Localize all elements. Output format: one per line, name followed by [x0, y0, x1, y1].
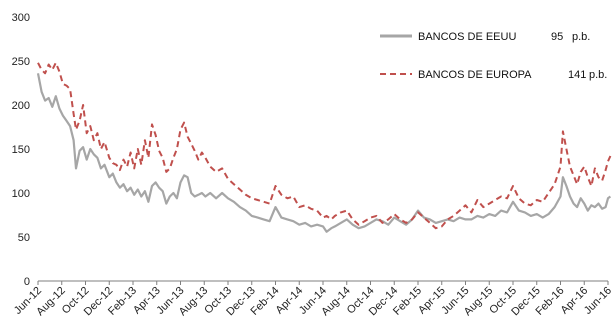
- y-tick-label: 150: [12, 144, 30, 156]
- legend-value-eeuu: 95: [551, 31, 563, 43]
- legend: BANCOS DE EEUU 95 p.b. BANCOS DE EUROPA …: [380, 31, 607, 81]
- y-axis: 0 50 100 150 200 250 300: [12, 12, 30, 288]
- legend-unit-europa: p.b.: [589, 69, 607, 81]
- legend-unit-eeuu: p.b.: [572, 31, 590, 43]
- legend-label-eeuu: BANCOS DE EEUU: [418, 31, 516, 43]
- series-line-europa: [37, 61, 612, 230]
- legend-label-europa: BANCOS DE EUROPA: [418, 69, 532, 81]
- legend-value-europa: 141: [568, 69, 586, 81]
- series-line-eeuu: [36, 73, 612, 233]
- y-tick-label: 250: [12, 56, 30, 68]
- x-axis: Jun-12Aug-12Oct-12Dec-12Feb-13Apr-13Jun-…: [12, 280, 614, 318]
- y-tick-label: 100: [12, 188, 30, 200]
- y-tick-label: 0: [24, 276, 30, 288]
- y-tick-label: 50: [18, 232, 30, 244]
- y-tick-label: 200: [12, 100, 30, 112]
- y-tick-label: 300: [12, 12, 30, 24]
- series-layer: [36, 61, 612, 233]
